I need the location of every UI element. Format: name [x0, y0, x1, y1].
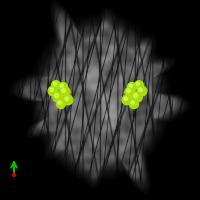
Circle shape [50, 88, 53, 91]
Circle shape [135, 95, 141, 101]
Circle shape [122, 95, 132, 105]
Circle shape [138, 84, 142, 88]
Circle shape [134, 94, 138, 98]
Circle shape [139, 88, 142, 91]
Circle shape [56, 95, 62, 101]
Circle shape [128, 90, 134, 96]
Circle shape [124, 97, 127, 100]
Circle shape [53, 82, 56, 85]
Circle shape [133, 103, 137, 107]
Circle shape [127, 89, 130, 92]
Circle shape [129, 84, 132, 87]
Circle shape [65, 97, 68, 100]
Circle shape [131, 86, 135, 90]
Circle shape [57, 99, 66, 108]
Circle shape [126, 99, 130, 103]
Circle shape [55, 94, 59, 98]
Circle shape [135, 81, 143, 89]
Circle shape [128, 82, 136, 92]
Circle shape [58, 82, 68, 92]
Circle shape [63, 95, 73, 105]
Circle shape [131, 101, 134, 104]
Circle shape [58, 101, 61, 104]
Circle shape [136, 82, 139, 85]
Circle shape [60, 103, 64, 107]
Circle shape [55, 84, 59, 88]
Circle shape [52, 90, 56, 94]
Circle shape [67, 99, 71, 103]
Circle shape [125, 87, 135, 97]
Circle shape [12, 173, 16, 176]
Circle shape [52, 81, 60, 89]
Circle shape [62, 86, 66, 90]
Circle shape [64, 90, 68, 96]
Circle shape [132, 92, 142, 102]
Circle shape [48, 86, 58, 96]
Circle shape [137, 86, 147, 96]
Circle shape [141, 90, 145, 94]
Circle shape [53, 92, 63, 102]
Circle shape [60, 87, 70, 97]
Circle shape [60, 84, 63, 87]
Circle shape [62, 89, 66, 92]
Circle shape [130, 99, 138, 108]
